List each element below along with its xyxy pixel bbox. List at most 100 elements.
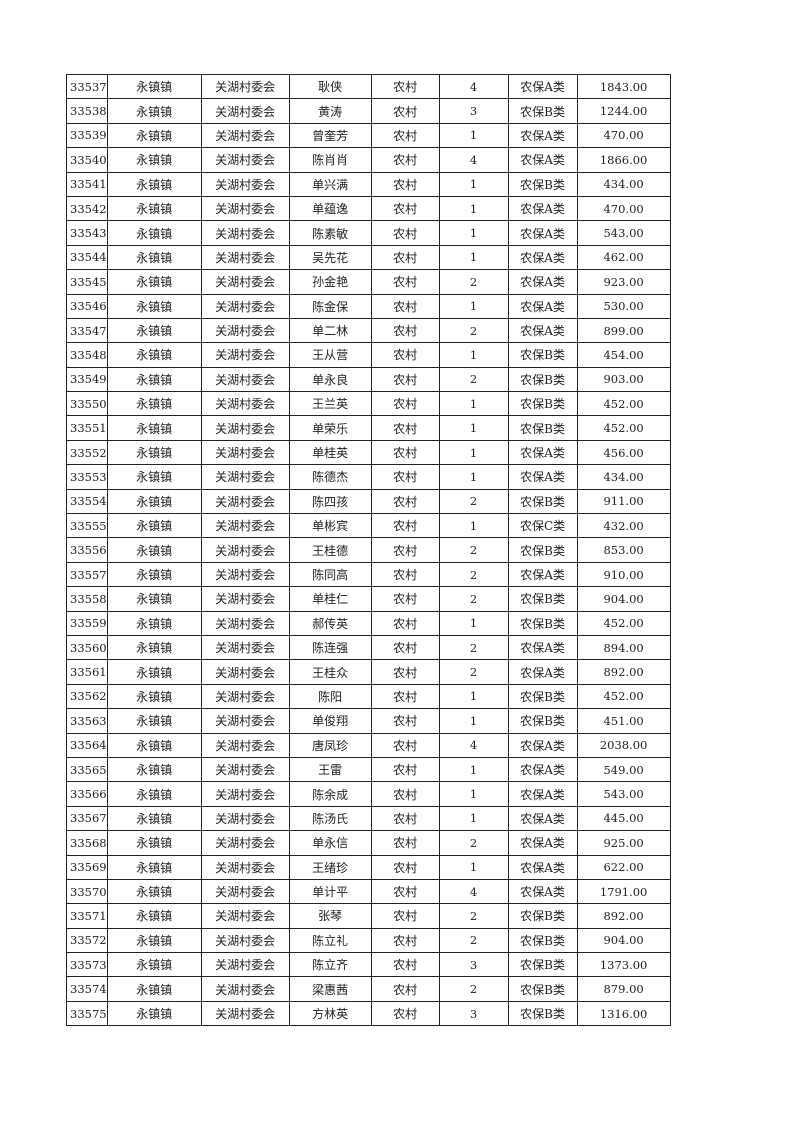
table-row: 33555 永镇镇 关湖村委会 单彬宾 农村 1 农保C类 432.00 [66,513,671,539]
village-committee-cell: 关湖村委会 [200,976,290,1002]
row-id-cell: 33556 [66,537,108,563]
village-committee-cell: 关湖村委会 [200,488,290,515]
person-name-cell: 王兰英 [288,391,372,417]
town-cell: 永镇镇 [106,464,202,490]
household-type-cell: 农村 [370,464,440,490]
village-committee-cell: 关湖村委会 [200,342,290,368]
village-committee-cell: 关湖村委会 [200,220,290,246]
table-row: 33546 永镇镇 关湖村委会 陈金保 农村 1 农保A类 530.00 [66,293,671,319]
row-id-cell: 33553 [66,464,108,490]
village-committee-cell: 关湖村委会 [200,634,290,661]
row-id-cell: 33550 [66,391,108,417]
village-committee-cell: 关湖村委会 [200,147,290,173]
member-count-cell: 3 [438,1000,509,1027]
household-type-cell: 农村 [370,830,440,856]
table-row: 33570 永镇镇 关湖村委会 单计平 农村 4 农保A类 1791.00 [66,878,671,905]
member-count-cell: 1 [438,610,509,636]
insurance-category-cell: 农保A类 [507,317,578,344]
member-count-cell: 1 [438,195,509,222]
household-type-cell: 农村 [370,952,440,978]
household-type-cell: 农村 [370,781,440,807]
amount-cell: 910.00 [576,561,671,588]
household-type-cell: 农村 [370,683,440,710]
village-committee-cell: 关湖村委会 [200,1000,290,1027]
insurance-category-cell: 农保B类 [507,537,578,563]
person-name-cell: 单蕴逸 [288,195,372,222]
amount-cell: 452.00 [576,610,671,636]
village-committee-cell: 关湖村委会 [200,537,290,563]
person-name-cell: 单俊翔 [288,708,372,734]
member-count-cell: 2 [438,586,509,612]
table-row: 33539 永镇镇 关湖村委会 曾奎芳 农村 1 农保A类 470.00 [66,122,671,149]
town-cell: 永镇镇 [106,830,202,856]
amount-cell: 434.00 [576,464,671,490]
table-row: 33568 永镇镇 关湖村委会 单永信 农村 2 农保A类 925.00 [66,830,671,856]
village-committee-cell: 关湖村委会 [200,171,290,197]
amount-cell: 1791.00 [576,878,671,905]
row-id-cell: 33539 [66,122,108,149]
table-row: 33542 永镇镇 关湖村委会 单蕴逸 农村 1 农保A类 470.00 [66,195,671,222]
table-row: 33561 永镇镇 关湖村委会 王桂众 农村 2 农保A类 892.00 [66,659,671,685]
person-name-cell: 方林英 [288,1000,372,1027]
row-id-cell: 33574 [66,976,108,1002]
amount-cell: 2038.00 [576,732,671,758]
insurance-category-cell: 农保B类 [507,976,578,1002]
village-committee-cell: 关湖村委会 [200,391,290,417]
village-committee-cell: 关湖村委会 [200,366,290,393]
insurance-category-cell: 农保A类 [507,781,578,807]
insurance-category-cell: 农保A类 [507,464,578,490]
table-row: 33550 永镇镇 关湖村委会 王兰英 农村 1 农保B类 452.00 [66,391,671,417]
person-name-cell: 单彬宾 [288,513,372,539]
town-cell: 永镇镇 [106,366,202,393]
insurance-category-cell: 农保B类 [507,366,578,393]
town-cell: 永镇镇 [106,195,202,222]
member-count-cell: 2 [438,927,509,954]
row-id-cell: 33545 [66,269,108,295]
amount-cell: 470.00 [576,195,671,222]
row-id-cell: 33557 [66,561,108,588]
table-row: 33541 永镇镇 关湖村委会 单兴满 农村 1 农保B类 434.00 [66,171,671,197]
amount-cell: 452.00 [576,683,671,710]
insurance-category-cell: 农保A类 [507,293,578,319]
household-type-cell: 农村 [370,976,440,1002]
table-row: 33575 永镇镇 关湖村委会 方林英 农村 3 农保B类 1316.00 [66,1000,671,1027]
row-id-cell: 33549 [66,366,108,393]
member-count-cell: 1 [438,513,509,539]
town-cell: 永镇镇 [106,171,202,197]
person-name-cell: 陈余成 [288,781,372,807]
household-type-cell: 农村 [370,293,440,319]
insurance-category-cell: 农保B类 [507,488,578,515]
table-row: 33556 永镇镇 关湖村委会 王桂德 农村 2 农保B类 853.00 [66,537,671,563]
insurance-category-cell: 农保B类 [507,683,578,710]
row-id-cell: 33540 [66,147,108,173]
household-type-cell: 农村 [370,903,440,929]
village-committee-cell: 关湖村委会 [200,513,290,539]
table-row: 33538 永镇镇 关湖村委会 黄涛 农村 3 农保B类 1244.00 [66,98,671,124]
member-count-cell: 2 [438,561,509,588]
household-type-cell: 农村 [370,98,440,124]
member-count-cell: 1 [438,756,509,783]
member-count-cell: 1 [438,683,509,710]
table-row: 33549 永镇镇 关湖村委会 单永良 农村 2 农保B类 903.00 [66,366,671,393]
town-cell: 永镇镇 [106,952,202,978]
amount-cell: 622.00 [576,854,671,880]
table-row: 33551 永镇镇 关湖村委会 单荣乐 农村 1 农保B类 452.00 [66,415,671,441]
village-committee-cell: 关湖村委会 [200,293,290,319]
town-cell: 永镇镇 [106,634,202,661]
person-name-cell: 黄涛 [288,98,372,124]
household-type-cell: 农村 [370,659,440,685]
town-cell: 永镇镇 [106,537,202,563]
member-count-cell: 1 [438,293,509,319]
insurance-category-cell: 农保A类 [507,147,578,173]
insurance-category-cell: 农保A类 [507,561,578,588]
person-name-cell: 单桂英 [288,439,372,466]
household-type-cell: 农村 [370,342,440,368]
village-committee-cell: 关湖村委会 [200,878,290,905]
household-type-cell: 农村 [370,586,440,612]
town-cell: 永镇镇 [106,683,202,710]
person-name-cell: 陈素敏 [288,220,372,246]
amount-cell: 432.00 [576,513,671,539]
village-committee-cell: 关湖村委会 [200,854,290,880]
insurance-category-cell: 农保C类 [507,513,578,539]
table-row: 33548 永镇镇 关湖村委会 王从营 农村 1 农保B类 454.00 [66,342,671,368]
